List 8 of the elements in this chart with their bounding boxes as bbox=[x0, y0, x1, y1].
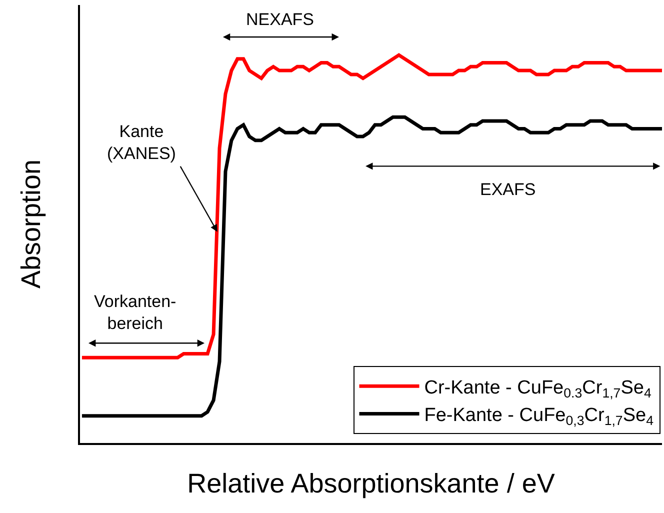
y-axis-title: Absorption bbox=[16, 159, 46, 289]
legend-label: Cr-Kante - CuFe$_{0.3}$Cr$_{1,7}$Se$_{4}$ bbox=[424, 378, 652, 400]
text: NEXAFS bbox=[246, 10, 314, 29]
annotation: Vorkanten- bereich bbox=[94, 292, 176, 334]
legend-label: Fe-Kante - CuFe$_{0,3}$Cr$_{1,7}$Se$_{4}$ bbox=[424, 405, 654, 428]
annotation: Kante (XANES) bbox=[107, 122, 176, 164]
x-axis-title: Relative Absorptionskante / eV bbox=[187, 468, 555, 499]
annotation: EXAFS bbox=[480, 180, 536, 199]
